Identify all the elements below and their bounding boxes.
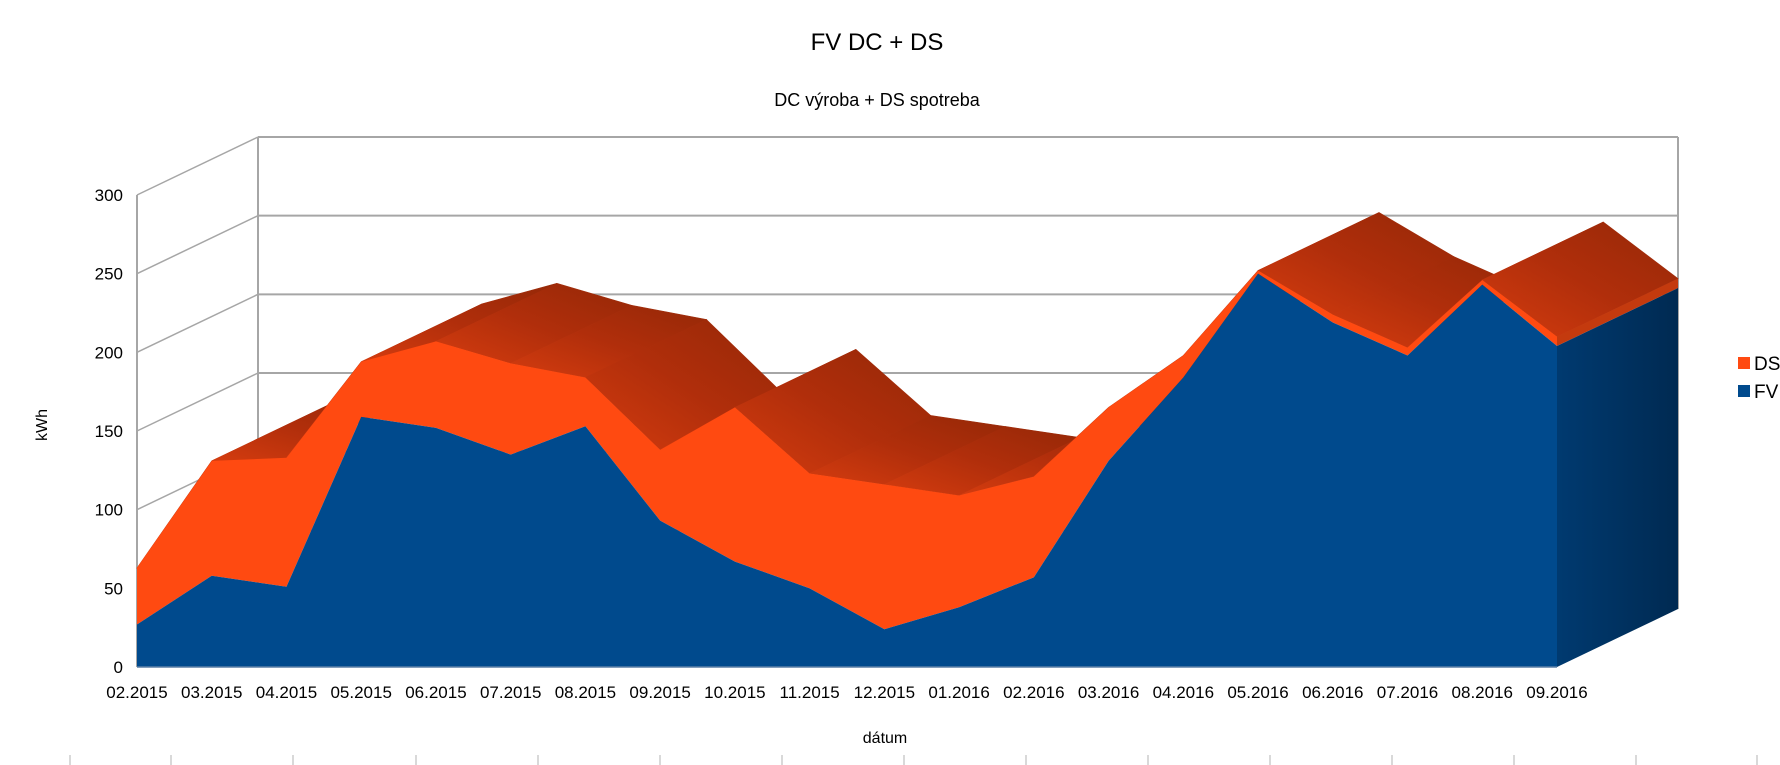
legend-label-fv: FV bbox=[1754, 382, 1779, 403]
gridline-side bbox=[136, 372, 259, 432]
gridline-side bbox=[136, 293, 259, 354]
y-axis-label: kWh bbox=[34, 409, 51, 441]
x-tick-label: 09.2015 bbox=[629, 683, 690, 702]
chart-title: FV DC + DS bbox=[811, 29, 944, 56]
legend-swatch-ds bbox=[1738, 357, 1750, 369]
x-tick-label: 11.2015 bbox=[780, 683, 840, 702]
bottom-tick-marks bbox=[69, 755, 1758, 765]
y-tick-label: 250 bbox=[95, 265, 123, 284]
legend-label-ds: DS bbox=[1754, 354, 1780, 375]
x-tick-label: 05.2015 bbox=[330, 683, 391, 702]
x-tick-label: 06.2015 bbox=[405, 683, 466, 702]
ds-area bbox=[137, 270, 1557, 630]
plot-areas bbox=[136, 212, 1679, 668]
y-axis-ticks: 0 50 100 150 200 250 300 bbox=[95, 186, 123, 677]
x-tick-label: 04.2015 bbox=[256, 683, 317, 702]
gridline-side bbox=[136, 136, 259, 196]
y-tick-label: 200 bbox=[95, 343, 123, 362]
gridline-side bbox=[136, 214, 259, 275]
x-tick-label: 01.2016 bbox=[928, 683, 989, 702]
x-tick-label: 07.2016 bbox=[1377, 683, 1438, 702]
y-tick-label: 50 bbox=[104, 579, 123, 598]
y-tick-label: 150 bbox=[95, 422, 123, 441]
x-tick-label: 09.2016 bbox=[1526, 683, 1587, 702]
x-tick-label: 05.2016 bbox=[1227, 683, 1288, 702]
y-tick-label: 0 bbox=[114, 658, 123, 677]
x-tick-label: 02.2016 bbox=[1003, 683, 1064, 702]
x-tick-label: 03.2015 bbox=[181, 683, 242, 702]
legend: DS FV bbox=[1738, 354, 1780, 403]
x-tick-label: 08.2015 bbox=[555, 683, 616, 702]
y-tick-label: 300 bbox=[95, 186, 123, 205]
x-tick-label: 10.2015 bbox=[704, 683, 765, 702]
x-axis-label: dátum bbox=[863, 730, 907, 747]
x-axis-ticks: 02.2015 03.2015 04.2015 05.2015 06.2015 07.20… bbox=[106, 683, 1587, 702]
x-tick-label: 03.2016 bbox=[1078, 683, 1139, 702]
ds-side-face bbox=[1557, 278, 1678, 347]
x-tick-label: 12.2015 bbox=[854, 683, 915, 702]
x-tick-label: 07.2015 bbox=[480, 683, 541, 702]
y-tick-label: 100 bbox=[95, 501, 123, 520]
fv-side-face bbox=[1557, 288, 1678, 667]
fv-area bbox=[137, 273, 1557, 667]
x-tick-label: 02.2015 bbox=[106, 683, 167, 702]
x-tick-label: 04.2016 bbox=[1153, 683, 1214, 702]
x-tick-label: 06.2016 bbox=[1302, 683, 1363, 702]
legend-swatch-fv bbox=[1738, 385, 1750, 397]
chart-subtitle: DC výroba + DS spotreba bbox=[774, 90, 981, 110]
x-tick-label: 08.2016 bbox=[1452, 683, 1513, 702]
